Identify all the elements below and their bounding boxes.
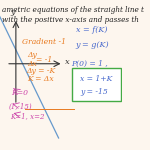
Text: (1,-15): (1,-15)	[9, 103, 33, 111]
Text: ametric equations of the straight line t: ametric equations of the straight line t	[2, 6, 144, 14]
Text: y = g(K): y = g(K)	[76, 41, 109, 49]
Text: y = -15: y = -15	[80, 87, 108, 96]
Text: x: x	[65, 58, 70, 66]
Text: Δx: Δx	[27, 60, 37, 68]
Text: x = f(K): x = f(K)	[76, 26, 107, 34]
Text: K=0: K=0	[12, 89, 29, 97]
Text: Δy = -K: Δy = -K	[26, 67, 56, 75]
Text: y: y	[10, 9, 15, 16]
Text: P(0) = 1 ,: P(0) = 1 ,	[71, 60, 108, 68]
Text: with the positive x-axis and passes th: with the positive x-axis and passes th	[2, 16, 139, 24]
Text: K=1, x=2: K=1, x=2	[10, 112, 44, 120]
Text: = -1: = -1	[36, 56, 52, 64]
Text: K = Δx: K = Δx	[27, 75, 54, 83]
Text: x = 1+K: x = 1+K	[80, 75, 112, 83]
FancyBboxPatch shape	[72, 68, 121, 100]
Text: Gradient -1: Gradient -1	[22, 38, 66, 46]
Text: Δy: Δy	[27, 51, 37, 59]
